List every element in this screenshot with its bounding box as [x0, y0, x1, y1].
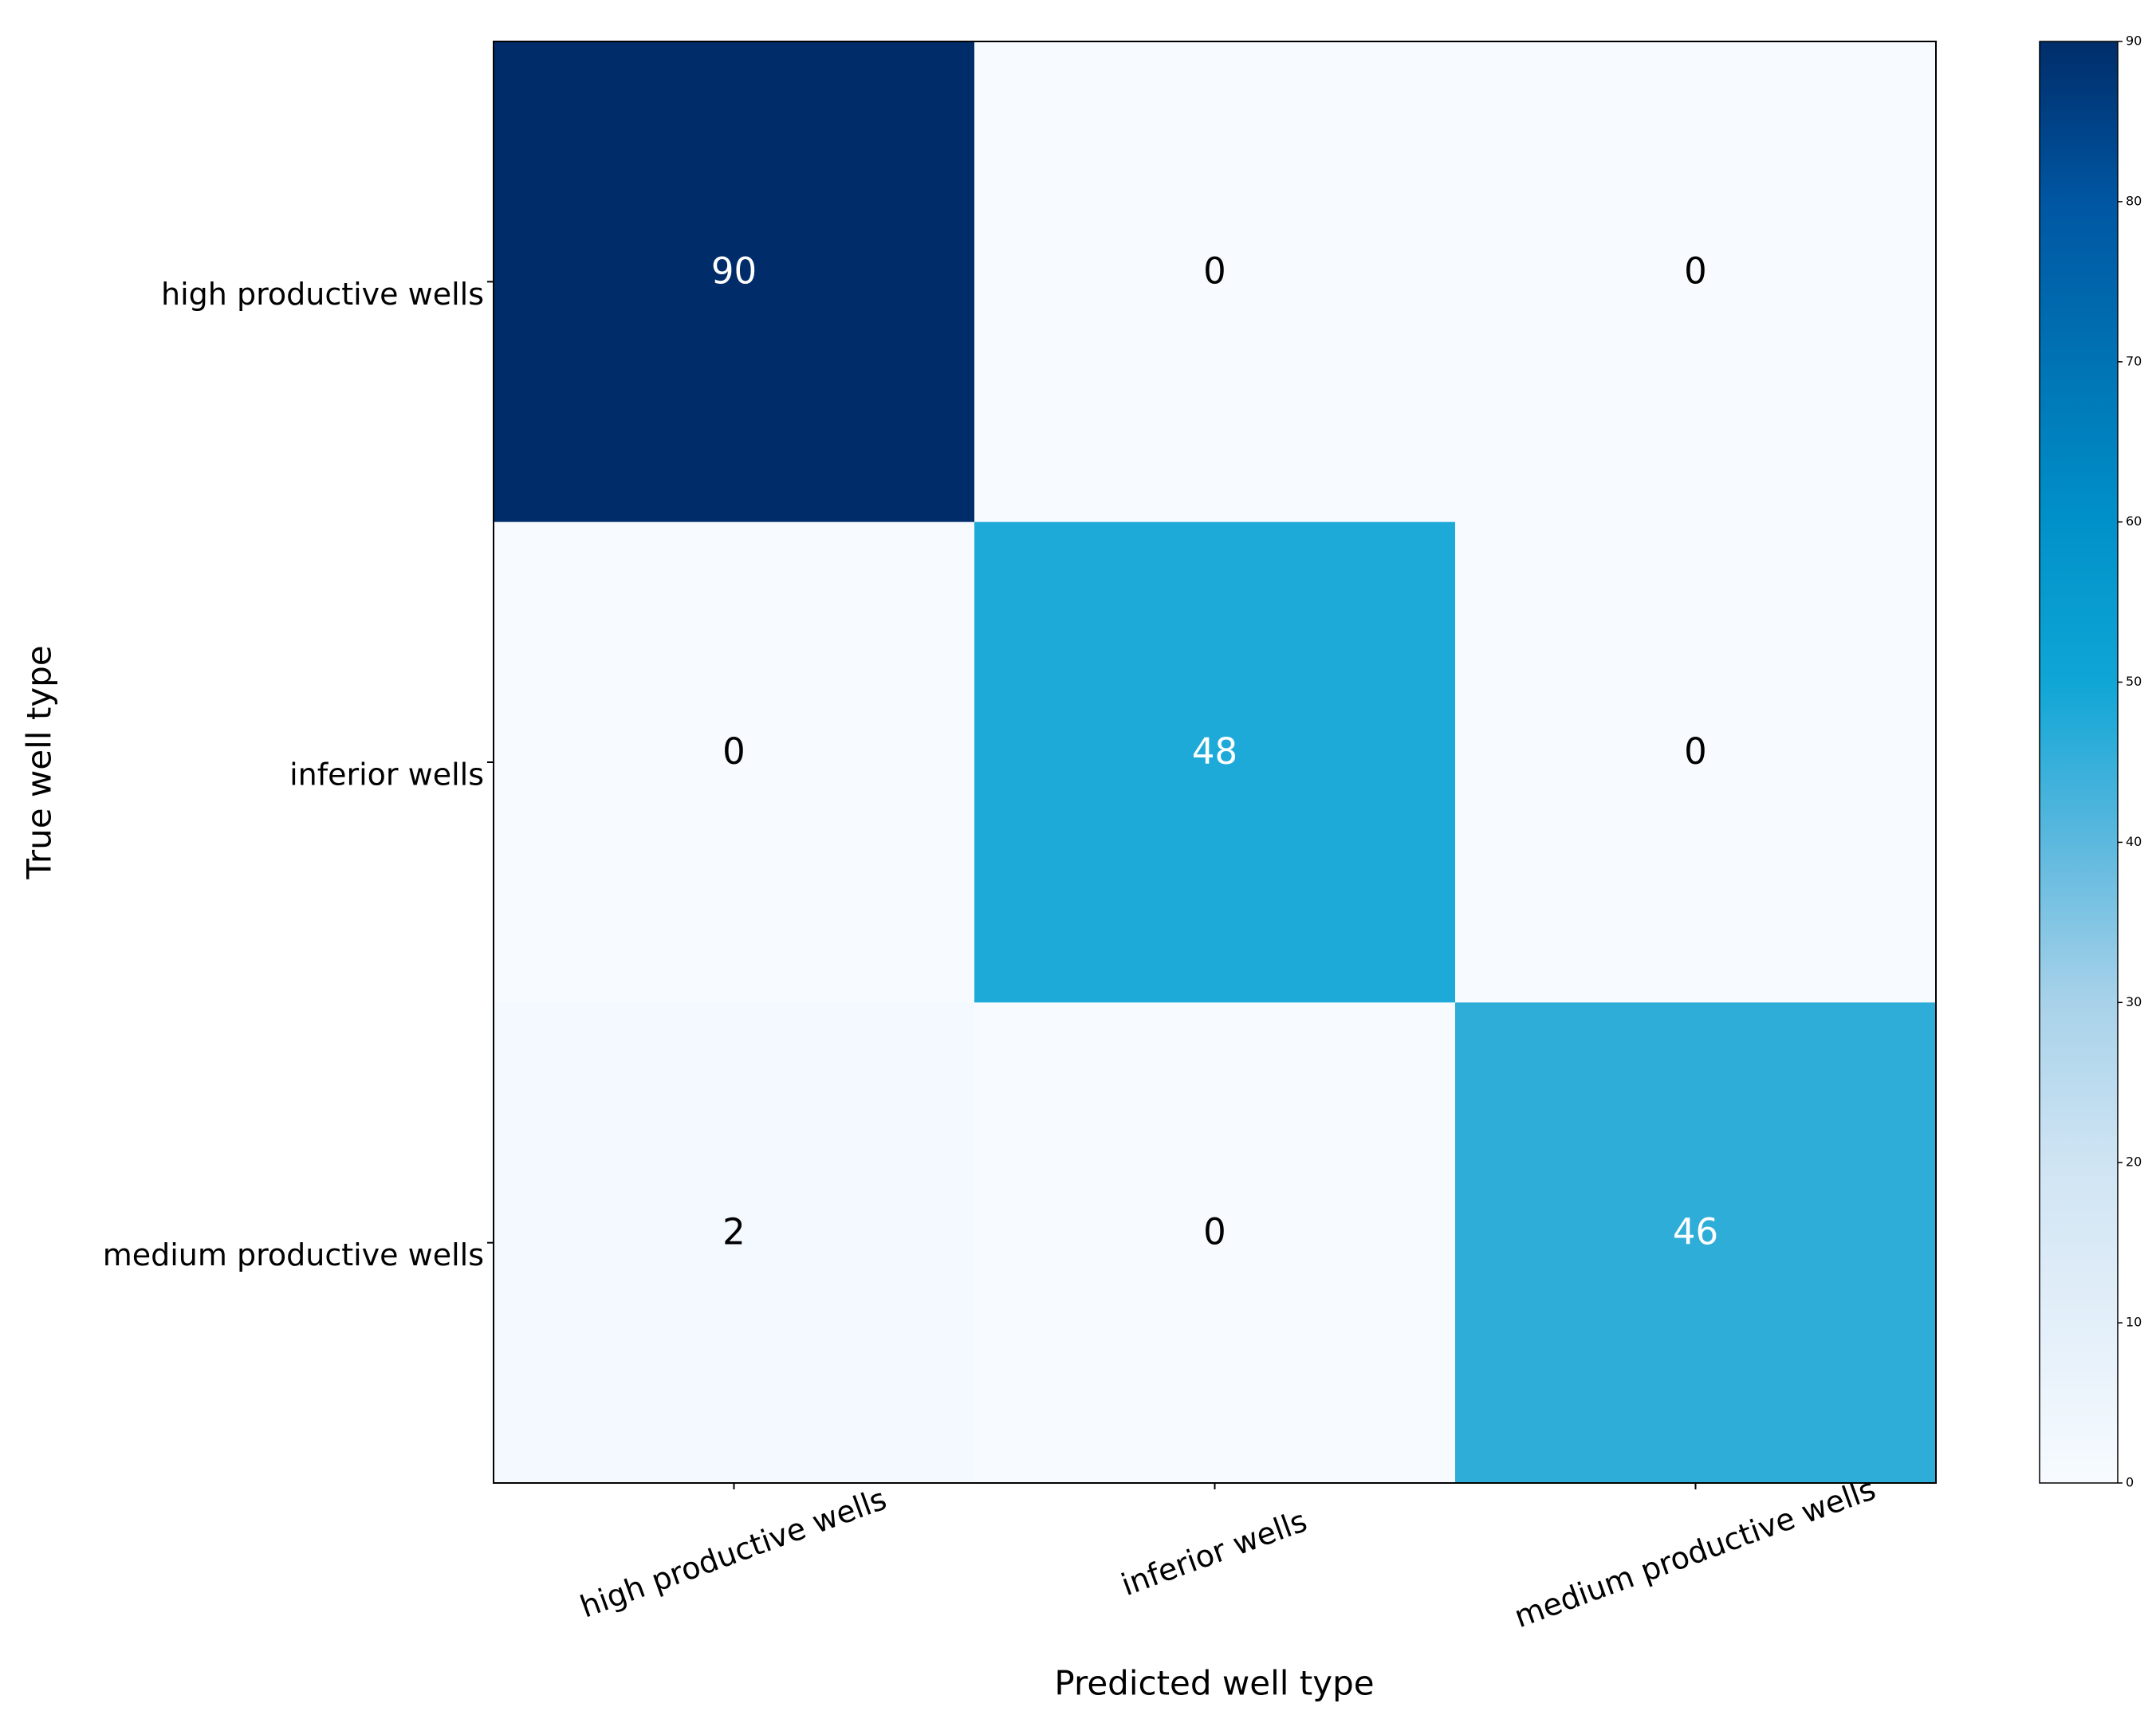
cell-value: 0 [722, 730, 746, 773]
cell-value: 0 [1203, 250, 1226, 292]
cell-value: 0 [1684, 730, 1707, 773]
colorbar-tick-label: 60 [2126, 513, 2142, 529]
x-tick-label: inferior wells [1117, 1503, 1312, 1603]
y-tick-label: inferior wells [289, 757, 484, 793]
heatmap-cell [1455, 1002, 1937, 1484]
y-tick-label: high productive wells [161, 277, 484, 312]
colorbar-tick-label: 50 [2126, 674, 2142, 689]
cell-value: 46 [1673, 1211, 1718, 1253]
colorbar-tick-label: 70 [2126, 353, 2142, 368]
heatmap-cell [494, 521, 975, 1003]
heatmap-cell [494, 1002, 975, 1484]
heatmap-cell [1455, 41, 1937, 523]
colorbar-tick-label: 30 [2126, 994, 2142, 1009]
colorbar-tick-label: 40 [2126, 834, 2142, 849]
y-axis-label: True well type [20, 645, 59, 879]
heatmap-cell [1455, 521, 1937, 1003]
cell-value: 48 [1192, 730, 1237, 773]
colorbar-tick-label: 20 [2126, 1154, 2142, 1170]
cell-value: 2 [722, 1211, 746, 1253]
cell-value: 0 [1203, 1211, 1226, 1253]
x-axis-label: Predicted well type [1054, 1664, 1374, 1703]
colorbar [2039, 41, 2119, 1484]
cell-value: 0 [1684, 250, 1707, 292]
x-tick-label: medium productive wells [1509, 1471, 1880, 1634]
colorbar-tick-label: 0 [2126, 1475, 2134, 1490]
heatmap-cell [974, 41, 1456, 523]
heatmap-cell [974, 521, 1456, 1003]
colorbar-tick-label: 80 [2126, 193, 2142, 208]
colorbar-tick-label: 10 [2126, 1315, 2142, 1330]
x-tick-label: high productive wells [576, 1481, 891, 1625]
y-tick-label: medium productive wells [103, 1237, 484, 1272]
cell-value: 90 [711, 250, 757, 292]
colorbar-tick-label: 90 [2126, 33, 2142, 49]
heatmap-cell [494, 41, 975, 523]
heatmap-cell [974, 1002, 1456, 1484]
